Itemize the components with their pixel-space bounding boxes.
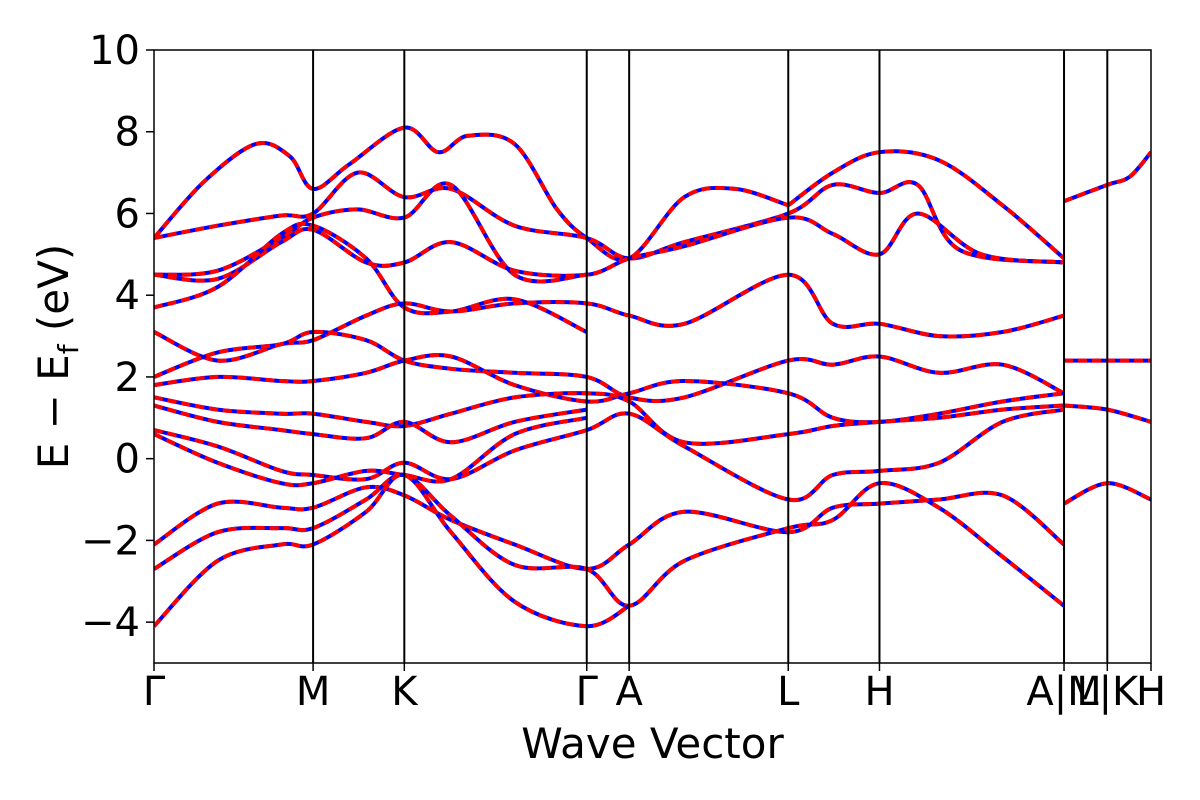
band-line-red-13	[154, 415, 588, 488]
x-tick-label: A	[615, 669, 643, 715]
bands-layer	[154, 125, 1151, 629]
band-line-blue-7	[154, 272, 1065, 363]
y-tick-label: 6	[115, 191, 140, 237]
y-tick-label: 2	[115, 355, 140, 401]
y-label-unit: (eV)	[29, 244, 78, 345]
plot-frame	[153, 49, 1152, 664]
x-tick-label: Γ	[143, 669, 166, 715]
band-line-blue-5	[154, 211, 1065, 283]
y-tick-label: 0	[115, 437, 140, 483]
band-line-red-11	[154, 403, 588, 445]
x-tick-label: L	[777, 669, 800, 715]
band-line-red-8	[154, 329, 1065, 403]
x-tick-label: A|M	[1026, 669, 1101, 715]
x-tick-label: L|K	[1076, 669, 1140, 715]
band-line-red-5	[154, 211, 1065, 283]
band-line-blue-1	[787, 149, 1066, 260]
band-line-red-15	[154, 472, 1066, 608]
band-line-red-6	[154, 221, 588, 334]
y-label-subscript: f	[52, 343, 85, 354]
band-line-red-16	[154, 472, 631, 629]
band-line-blue-15	[154, 472, 1066, 608]
band-line-red-2	[1063, 150, 1151, 204]
y-tick-label: 10	[89, 28, 140, 74]
x-tick-label: M	[296, 669, 331, 715]
x-tick-label: K	[391, 669, 419, 715]
y-tick-label: 4	[115, 273, 140, 319]
x-tick-label: Γ	[576, 669, 599, 715]
x-tick-label: H	[864, 669, 894, 715]
band-line-red-3	[154, 170, 1065, 265]
y-axis-label: E − Ef (eV)	[29, 244, 85, 470]
y-label-main: E − E	[29, 354, 78, 469]
band-line-red-1	[787, 149, 1066, 260]
x-tick-label: H	[1136, 669, 1166, 715]
y-ticks: −4 −2 0 2 4 6 8 10	[81, 28, 154, 646]
band-line-red-4	[154, 181, 587, 284]
band-line-red-7	[154, 272, 1065, 363]
band-line-blue-16	[154, 472, 631, 629]
high-symmetry-lines	[312, 50, 1109, 663]
y-tick-label: −2	[81, 518, 140, 564]
band-line-red-0	[154, 125, 789, 262]
band-line-blue-4	[154, 181, 587, 284]
y-tick-label: 8	[115, 110, 140, 156]
y-tick-label: −4	[81, 600, 140, 646]
band-line-blue-13	[154, 415, 588, 488]
x-ticks: Γ M K Γ A L H A|ML|KH	[143, 663, 1166, 715]
x-axis-label: Wave Vector	[521, 719, 784, 768]
